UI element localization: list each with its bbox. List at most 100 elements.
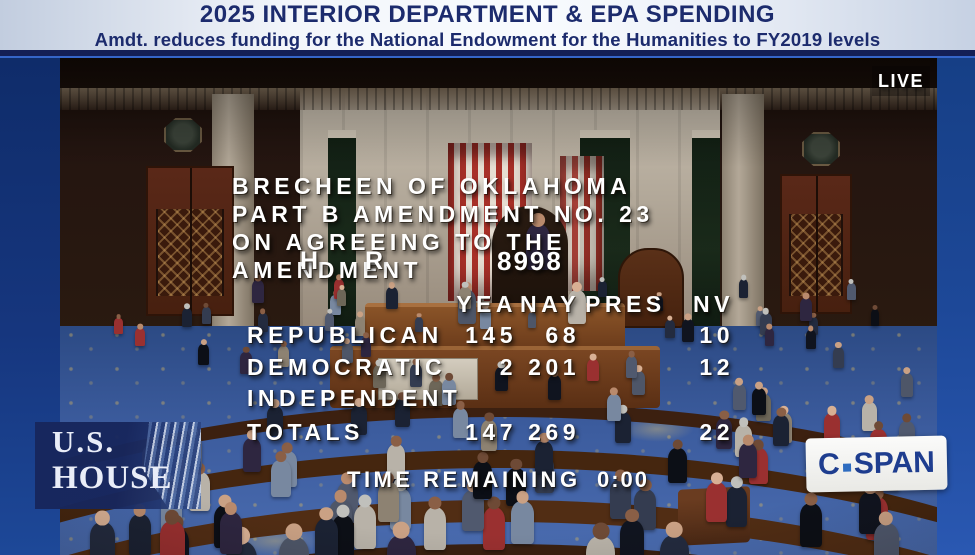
person-head [357,311,364,318]
person-head [200,339,207,346]
person-figure [220,502,242,554]
person-head [242,346,250,354]
person-head [254,274,262,282]
person-head [281,442,293,454]
person-figure [846,279,856,301]
us-house-logo: U.S. HOUSE [35,422,201,509]
cspan-logo: C SPAN [805,435,948,493]
vote-row-totals: TOTALS 147 269 22 [60,418,937,446]
person-head [672,439,683,450]
nay-count: 201 [528,354,580,380]
person-head [667,315,673,322]
person-head [776,407,787,417]
person-figure [806,325,816,349]
person-head [428,496,442,510]
person-head [529,307,535,313]
person-figure [409,358,422,388]
house-floor-video: LIVE BRECHEEN OF OKLAHOMA PART B AMENDME… [60,58,937,555]
person-head [432,373,440,382]
person-figure [271,451,291,498]
person-figure [764,323,775,347]
person-head [477,452,489,464]
nay-count: 269 [528,419,580,445]
person-figure [620,508,645,555]
chamber-door-left [146,166,234,316]
person-head [755,381,764,390]
person-head [592,522,610,540]
person-figure [479,302,491,330]
person-head [358,494,372,508]
person-figure [198,339,210,365]
time-remaining-label: TIME REMAINING [347,467,581,492]
person-head [808,325,814,332]
measure-line: AMENDMENT [232,257,422,283]
person-head [116,314,121,320]
measure-line: PART B AMENDMENT NO. 23 [232,201,654,227]
person-head [766,323,773,330]
person-head [397,391,407,401]
person-figure [459,281,471,309]
person-head [666,521,683,538]
bill-type: H R [300,247,392,275]
vignette-overlay [60,58,937,555]
person-figure [481,412,498,452]
person-figure [706,472,728,523]
person-figure [752,381,767,415]
live-badge: LIVE [872,66,931,96]
yea-count: 2 [499,354,517,380]
vote-table-header: YEA NAY PRES NV [60,290,937,318]
person-head [416,312,422,318]
person-figure [824,406,840,444]
person-head [531,212,545,227]
party-label: REPUBLICAN [247,322,443,348]
person-figure [333,274,345,299]
cspan-dot-icon [842,463,851,472]
person-head [391,435,402,447]
person-head [456,401,465,411]
person-figure [606,387,622,422]
person-figure [773,407,790,446]
party-label: INDEPENDENT [247,385,462,411]
person-head [392,521,410,539]
vote-row-republican: REPUBLICAN 145 68 10 [60,321,937,349]
person-figure [625,350,638,379]
col-header-nay: NAY [520,291,580,317]
vote-row-democratic: DEMOCRATIC 2 201 12 [60,353,937,381]
person-figure [610,469,631,519]
person-head [203,302,209,308]
nv-count: 12 [699,354,734,380]
person-head [753,439,764,451]
person-figure [160,510,185,555]
live-badge-label: LIVE [878,71,925,91]
person-head [656,292,662,297]
person-head [589,353,597,361]
measure-line: BRECHEEN OF OKLAHOMA [232,173,632,199]
person-head [710,472,723,485]
measure-line: ON AGREEING TO THE [232,229,567,255]
person-head [735,377,744,386]
person-head [539,432,550,443]
person-head [634,364,643,373]
col-header-nv: NV [693,291,734,317]
person-figure [341,337,353,363]
person-figure [89,511,115,555]
person-figure [423,496,447,551]
person-figure [279,523,309,555]
person-head [516,490,529,504]
person-head [259,308,266,315]
person-head [762,308,770,315]
col-header-yea: YEA [456,291,517,317]
person-head [810,312,816,318]
col-header-pres: PRES [585,291,666,317]
person-figure [252,274,264,303]
person-head [326,308,333,314]
person-head [903,366,911,375]
person-head [184,302,191,309]
vote-row-independent: INDEPENDENT [60,384,937,412]
bill-number: 8998 [497,246,563,276]
person-head [738,417,749,428]
person-head [247,430,258,441]
person-figure [739,434,758,479]
person-figure [568,281,586,324]
